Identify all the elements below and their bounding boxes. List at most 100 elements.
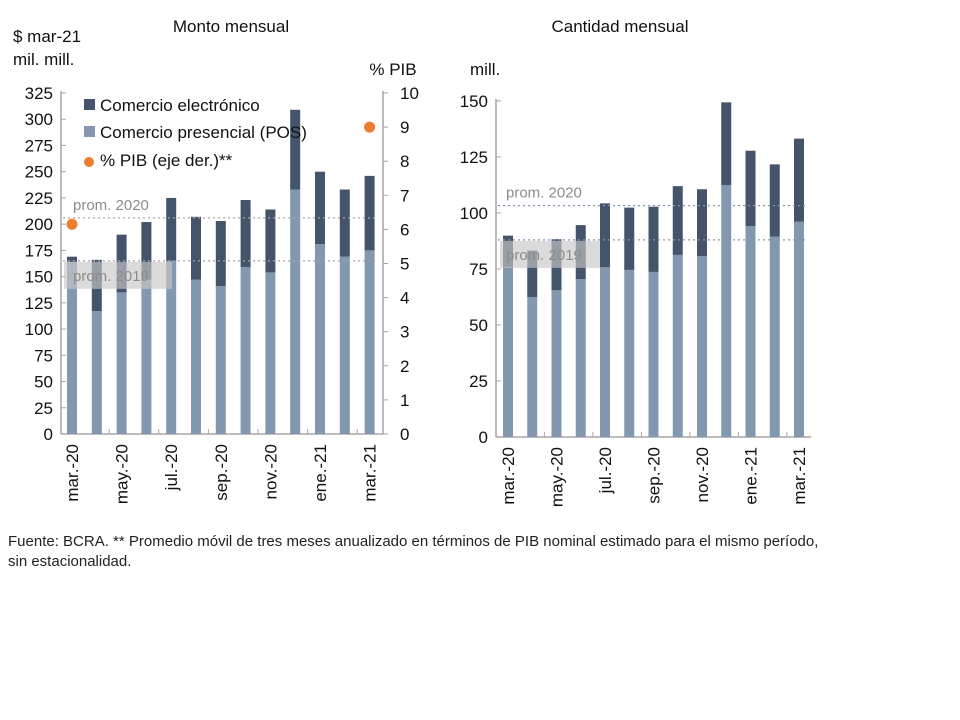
left-x-tick-label: jul.-20 — [162, 444, 181, 491]
right-bar-presencial-oct-20 — [672, 254, 683, 437]
left-y2-tick-label: 6 — [400, 220, 409, 239]
left-y2-tick-label: 0 — [400, 425, 409, 444]
left-bar-electr-nico-sep-20 — [215, 221, 226, 287]
right-avg-label-box — [500, 240, 600, 268]
right-bar-electr-nico-dic-20 — [721, 102, 732, 185]
left-y-tick-label: 25 — [34, 399, 53, 418]
left-bar-presencial-feb-21 — [339, 256, 350, 434]
left-y-tick-label: 175 — [25, 241, 53, 260]
right-y-tick-label: 100 — [460, 204, 488, 223]
right-y-tick-label: 0 — [479, 428, 488, 447]
right-y-unit: mill. — [470, 60, 500, 79]
left-bar-electr-nico-mar-20 — [67, 256, 77, 262]
right-y-tick-label: 125 — [460, 148, 488, 167]
left-x-tick-label: mar.-20 — [63, 444, 82, 502]
right-ref-label-prom-2020: prom. 2020 — [506, 185, 582, 202]
left-bar-presencial-sep-20 — [215, 286, 226, 434]
left-x-tick-label: mar.-21 — [361, 444, 380, 502]
left-avg-label-box — [64, 261, 172, 289]
right-bar-electr-nico-jul-20 — [600, 203, 610, 268]
right-y-tick-label: 50 — [469, 316, 488, 335]
right-bar-presencial-ago-20 — [624, 269, 635, 437]
left-y2-tick-label: 10 — [400, 84, 419, 103]
left-bar-presencial-ene-21 — [315, 244, 325, 434]
left-bar-electr-nico-dic-20 — [290, 109, 301, 190]
left-y-tick-label: 300 — [25, 110, 53, 129]
left-x-tick-label: may.-20 — [113, 444, 132, 504]
left-bar-presencial-ago-20 — [191, 279, 201, 434]
left-bar-presencial-jul-20 — [166, 260, 177, 434]
right-x-tick-label: ene.-21 — [742, 447, 761, 505]
left-bar-electr-nico-jun-20 — [141, 222, 152, 280]
left-x-tick-label: ene.-21 — [311, 444, 330, 502]
left-y-tick-label: 275 — [25, 136, 53, 155]
left-bar-presencial-dic-20 — [290, 189, 301, 434]
left-y-tick-label: 125 — [25, 294, 53, 313]
left-y-tick-label: 0 — [44, 425, 53, 444]
left-x-tick-label: nov.-20 — [261, 444, 280, 499]
left-y-tick-label: 225 — [25, 189, 53, 208]
left-bar-presencial-mar-21 — [364, 250, 375, 434]
left-bar-electr-nico-feb-21 — [339, 189, 350, 257]
right-bar-electr-nico-ago-20 — [624, 207, 635, 270]
legend-swatch-pos — [84, 126, 95, 137]
right-bar-presencial-abr-20 — [527, 297, 538, 437]
right-bar-presencial-mar-21 — [794, 221, 804, 437]
left-y-tick-label: 75 — [34, 346, 53, 365]
left-y-tick-label: 325 — [25, 84, 53, 103]
left-y-unit-line2: mil. mill. — [13, 50, 74, 69]
left-x-tick-label: sep.-20 — [212, 444, 231, 501]
left-y-tick-label: 250 — [25, 163, 53, 182]
legend: Comercio electrónico Comercio presencial… — [84, 96, 307, 170]
right-y-tick-label: 75 — [469, 260, 488, 279]
right-x-tick-label: sep.-20 — [645, 447, 664, 504]
right-bar-electr-nico-abr-20 — [527, 250, 538, 298]
left-chart-title: Monto mensual — [173, 17, 289, 36]
left-y-tick-label: 50 — [34, 373, 53, 392]
left-bar-presencial-may-20 — [116, 292, 127, 434]
right-bar-electr-nico-mar-21 — [794, 138, 804, 222]
left-y2-unit: % PIB — [369, 60, 416, 79]
right-bar-presencial-jul-20 — [600, 267, 610, 437]
legend-label-pib: % PIB (eje der.)** — [100, 151, 233, 170]
left-bar-electr-nico-ene-21 — [315, 171, 325, 245]
right-chart-title: Cantidad mensual — [551, 17, 688, 36]
legend-marker-pib — [84, 157, 94, 167]
left-bar-electr-nico-ago-20 — [191, 216, 201, 280]
right-bar-electr-nico-nov-20 — [697, 189, 707, 257]
left-pib-point-mar-21 — [364, 121, 376, 133]
left-bar-presencial-abr-20 — [91, 311, 102, 434]
right-ref-label-prom-2019: prom. 2019 — [506, 247, 582, 264]
left-ref-label-prom-2020: prom. 2020 — [73, 197, 149, 214]
right-bar-presencial-dic-20 — [721, 185, 732, 437]
right-bar-presencial-feb-21 — [769, 236, 780, 437]
left-bar-electr-nico-mar-21 — [364, 175, 375, 251]
left-y-tick-label: 100 — [25, 320, 53, 339]
left-y-tick-label: 150 — [25, 268, 53, 287]
left-y2-tick-label: 7 — [400, 186, 409, 205]
legend-swatch-ecommerce — [84, 99, 95, 110]
right-x-tick-label: may.-20 — [548, 447, 567, 507]
right-x-tick-label: mar.-20 — [499, 447, 518, 505]
right-x-tick-label: jul.-20 — [596, 447, 615, 494]
footer-source-note: Fuente: BCRA. ** Promedio móvil de tres … — [8, 533, 819, 570]
right-chart: 0 25 50 75 100 125 150 prom. 2019 prom. 2020 mar.… — [460, 92, 811, 507]
left-y2-tick-label: 2 — [400, 357, 409, 376]
left-ref-label-prom-2019: prom. 2019 — [73, 268, 149, 285]
left-chart: 0255075100125150175200225250275300325pro… — [25, 84, 419, 504]
right-bar-electr-nico-oct-20 — [672, 186, 683, 255]
right-y-tick-label: 150 — [460, 92, 488, 111]
left-y-tick-label: 200 — [25, 215, 53, 234]
right-bar-presencial-sep-20 — [648, 271, 659, 437]
left-y2-tick-label: 5 — [400, 255, 409, 274]
legend-label-pos: Comercio presencial (POS) — [100, 123, 307, 142]
left-y2-tick-label: 1 — [400, 391, 409, 410]
left-bar-electr-nico-nov-20 — [265, 209, 276, 273]
right-y-tick-label: 25 — [469, 372, 488, 391]
left-bar-electr-nico-jul-20 — [166, 197, 177, 261]
right-bar-electr-nico-feb-21 — [769, 164, 780, 237]
left-bar-presencial-nov-20 — [265, 272, 276, 434]
legend-label-ecommerce: Comercio electrónico — [100, 96, 260, 115]
right-bar-presencial-nov-20 — [697, 256, 707, 437]
